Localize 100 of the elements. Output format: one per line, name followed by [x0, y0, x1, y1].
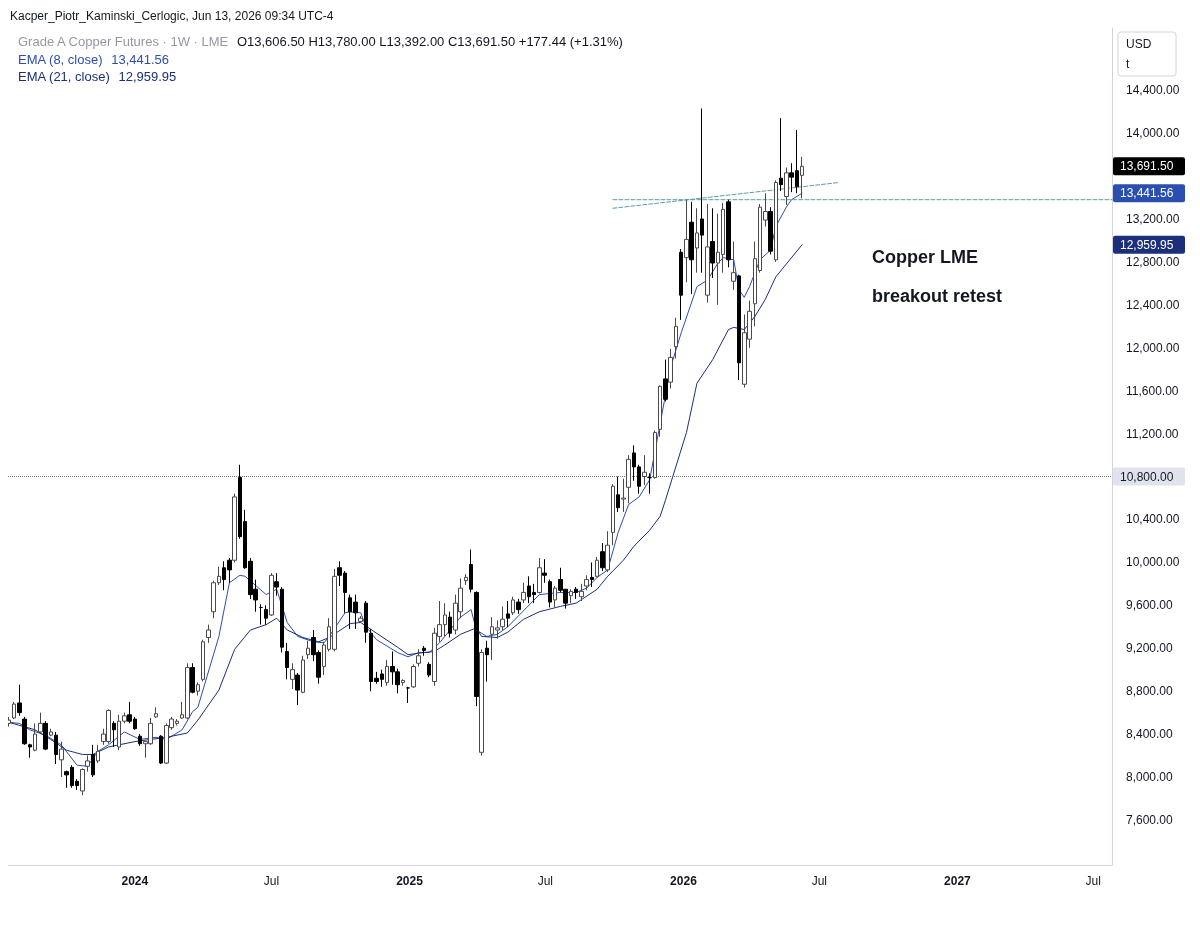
candlestick [22, 716, 27, 746]
candlestick [448, 611, 452, 639]
x-tick-label: Jul [811, 874, 827, 888]
candlestick [705, 203, 710, 304]
candlestick [621, 478, 626, 513]
candlestick [616, 476, 620, 513]
candlestick [600, 542, 605, 572]
candlestick [401, 678, 405, 687]
x-tick-label: 2026 [670, 874, 698, 888]
y-tick-label: 14,000.00 [1126, 126, 1180, 141]
candlestick [422, 645, 426, 657]
candlestick [85, 755, 90, 773]
candlestick [500, 605, 505, 631]
candlestick [91, 744, 95, 778]
text: 13,441.56 [1120, 186, 1174, 201]
candlestick [663, 359, 668, 402]
candlestick [290, 662, 295, 690]
candlestick [574, 586, 578, 600]
candlestick [12, 701, 16, 720]
y-tick-label: 12,000.00 [1126, 340, 1180, 355]
text: t [1126, 57, 1130, 71]
text: Kacper_Piotr_Kaminski_Cerlogic, Jun 13, 2026 09:34 UTC-4 [10, 9, 334, 23]
candlestick [112, 720, 116, 748]
candlestick [17, 684, 22, 717]
candlestick [684, 199, 689, 283]
candlestick [59, 741, 64, 778]
candlestick [427, 661, 431, 678]
candlestick [54, 731, 58, 765]
y-tick-label: 10,000.00 [1126, 555, 1180, 570]
candlestick [285, 642, 289, 680]
candlestick [521, 582, 526, 604]
annotation: 12,959.95 [118, 69, 177, 84]
candlestick [8, 716, 11, 728]
candlestick [49, 728, 53, 737]
y-tick-label: 12,800.00 [1126, 254, 1180, 269]
candlestick [579, 583, 584, 602]
y-tick-label: 8,400.00 [1126, 727, 1174, 742]
candlestick [658, 384, 662, 438]
y-tick-label: 11,600.00 [1126, 383, 1179, 398]
candlestick [295, 672, 300, 706]
candlestick [416, 648, 421, 667]
y-tick-label: 11,200.00 [1126, 426, 1179, 441]
x-tick-label: 2027 [944, 874, 972, 888]
x-tick-label: Jul [537, 874, 554, 888]
candlestick [385, 659, 389, 687]
candlestick [774, 179, 778, 263]
candlestick [653, 429, 657, 480]
candlestick [306, 640, 310, 660]
candlestick [364, 600, 368, 644]
candlestick [553, 585, 557, 608]
x-tick-label: 2025 [396, 874, 424, 888]
y-tick-label: 9,600.00 [1126, 598, 1174, 613]
candlestick [590, 561, 594, 588]
candlestick [511, 596, 515, 616]
candlestick [43, 720, 48, 751]
candlestick [611, 483, 615, 546]
text: O13,606.50 H13,780.00 L13,392.00 C13,691.50 +177.44 (+1.31%) [236, 34, 623, 49]
text: Grade A Copper Futures · 1W · LME [18, 34, 229, 49]
candlestick [28, 743, 32, 759]
candlestick [196, 682, 200, 696]
candlestick [569, 588, 573, 604]
y-tick-label: 13,200.00 [1126, 212, 1180, 227]
candlestick [626, 454, 631, 504]
candlestick [159, 734, 163, 765]
candlestick [700, 107, 704, 274]
text: 13,691.50 [1120, 159, 1174, 174]
candlestick [138, 733, 142, 747]
candlestick [406, 686, 410, 704]
candlestick [464, 573, 468, 586]
candlestick [269, 572, 274, 617]
annotation: Copper LME [872, 247, 978, 267]
candlestick [301, 655, 305, 694]
candlestick [479, 648, 484, 757]
candlestick [768, 206, 773, 255]
candlestick [506, 600, 510, 628]
candlestick [280, 586, 284, 654]
candlestick [264, 604, 268, 626]
candlestick [259, 603, 263, 626]
candlestick [80, 767, 85, 796]
y-tick-label: 7,600.00 [1126, 812, 1174, 827]
candlestick [154, 706, 158, 719]
candlestick [190, 662, 195, 694]
text: USD [1126, 37, 1152, 51]
candlestick [595, 556, 599, 578]
candlestick [731, 241, 736, 291]
y-tick-label: 8,800.00 [1126, 684, 1174, 699]
y-tick-label: 9,200.00 [1126, 641, 1174, 656]
candlestick [679, 248, 683, 321]
candlestick [800, 156, 804, 199]
candlestick [474, 590, 479, 707]
annotation: breakout retest [872, 286, 1003, 306]
candlestick [784, 167, 789, 206]
candlestick [737, 274, 741, 381]
y-tick-label: 10,400.00 [1126, 512, 1180, 527]
candlestick [584, 574, 589, 591]
candlestick [38, 712, 43, 735]
candlestick [542, 558, 547, 584]
candlestick [689, 201, 694, 295]
candlestick [537, 557, 542, 595]
candlestick [674, 317, 678, 360]
